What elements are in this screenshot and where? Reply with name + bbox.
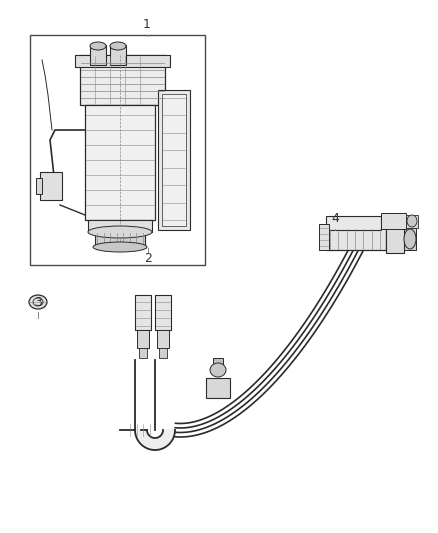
Bar [85, 105, 155, 220]
Bar [135, 295, 151, 330]
Ellipse shape [29, 295, 47, 309]
Text: 4: 4 [331, 212, 339, 224]
Ellipse shape [88, 226, 152, 238]
Bar [139, 348, 147, 358]
Bar [110, 45, 126, 65]
Ellipse shape [93, 242, 147, 252]
Ellipse shape [210, 363, 226, 377]
Bar [158, 90, 190, 230]
Bar [90, 45, 106, 65]
Bar [404, 228, 416, 250]
Polygon shape [135, 430, 175, 450]
Bar [386, 225, 404, 253]
Bar [75, 55, 170, 67]
Bar [406, 215, 418, 228]
Bar [213, 358, 223, 372]
Text: 3: 3 [34, 295, 42, 309]
Bar [206, 378, 230, 398]
Bar [80, 55, 165, 105]
Bar [162, 94, 186, 226]
Bar [95, 232, 145, 247]
Bar [36, 178, 42, 194]
Bar [326, 228, 386, 250]
Ellipse shape [404, 229, 416, 249]
Ellipse shape [90, 42, 106, 50]
Bar [381, 213, 406, 229]
Bar [155, 295, 171, 330]
Bar [319, 224, 329, 250]
Bar [157, 330, 169, 348]
Bar [30, 35, 205, 265]
Ellipse shape [407, 215, 417, 227]
Bar [137, 330, 149, 348]
Text: 2: 2 [144, 252, 152, 264]
Text: 1: 1 [143, 18, 151, 30]
Bar [88, 220, 152, 232]
Bar [159, 348, 167, 358]
Bar [40, 172, 62, 200]
Bar [326, 216, 381, 230]
Ellipse shape [110, 42, 126, 50]
